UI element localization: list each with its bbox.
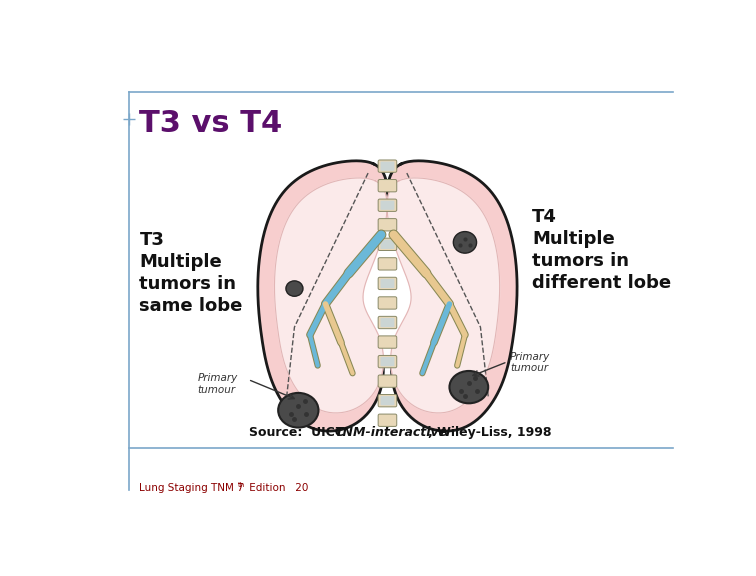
FancyBboxPatch shape <box>378 355 397 367</box>
FancyBboxPatch shape <box>378 336 397 348</box>
Polygon shape <box>387 178 500 413</box>
Text: Primary
tumour: Primary tumour <box>197 373 238 395</box>
Text: TNM-interactive: TNM-interactive <box>335 426 448 439</box>
FancyBboxPatch shape <box>380 357 395 366</box>
FancyBboxPatch shape <box>380 161 395 170</box>
FancyBboxPatch shape <box>378 414 397 426</box>
FancyBboxPatch shape <box>378 238 397 251</box>
Text: Primary
tumour: Primary tumour <box>510 352 550 373</box>
Text: Source:  UICC: Source: UICC <box>249 426 353 439</box>
FancyBboxPatch shape <box>378 375 397 387</box>
FancyBboxPatch shape <box>378 160 397 172</box>
FancyBboxPatch shape <box>380 396 395 406</box>
FancyBboxPatch shape <box>380 240 395 249</box>
FancyBboxPatch shape <box>380 318 395 327</box>
Polygon shape <box>387 161 517 431</box>
Text: th: th <box>238 482 245 488</box>
Text: , Wiley-Liss, 1998: , Wiley-Liss, 1998 <box>428 426 551 439</box>
Polygon shape <box>258 161 388 431</box>
Text: T4
Multiple
tumors in
different lobe: T4 Multiple tumors in different lobe <box>532 208 671 293</box>
Ellipse shape <box>278 393 318 427</box>
FancyBboxPatch shape <box>380 200 395 210</box>
Ellipse shape <box>450 371 488 403</box>
FancyBboxPatch shape <box>378 395 397 407</box>
FancyBboxPatch shape <box>378 199 397 211</box>
FancyBboxPatch shape <box>378 219 397 231</box>
FancyBboxPatch shape <box>378 277 397 290</box>
Text: T3 vs T4: T3 vs T4 <box>139 109 283 138</box>
FancyBboxPatch shape <box>378 297 397 309</box>
Text: Edition   20: Edition 20 <box>246 483 308 493</box>
Text: Lung Staging TNM 7: Lung Staging TNM 7 <box>139 483 244 493</box>
FancyBboxPatch shape <box>378 180 397 192</box>
Polygon shape <box>274 178 387 413</box>
FancyBboxPatch shape <box>378 316 397 329</box>
Ellipse shape <box>286 281 303 296</box>
Text: T3
Multiple
tumors in
same lobe: T3 Multiple tumors in same lobe <box>139 231 243 316</box>
Ellipse shape <box>454 232 476 253</box>
FancyBboxPatch shape <box>378 257 397 270</box>
FancyBboxPatch shape <box>380 279 395 288</box>
